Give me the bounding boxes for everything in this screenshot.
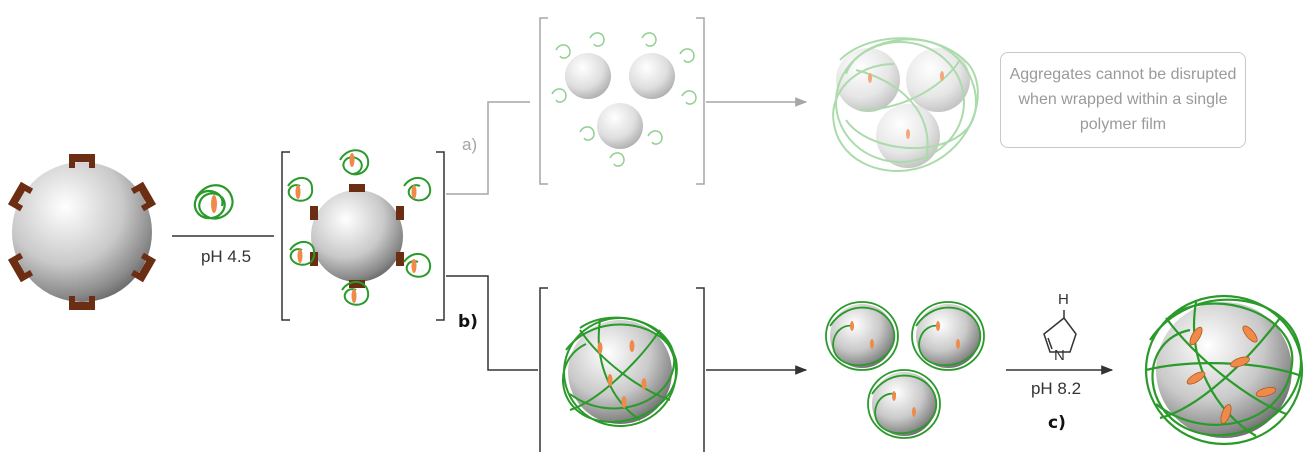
- ph-acid-label: pH 4.5: [201, 247, 251, 266]
- path-b: b): [446, 275, 1304, 452]
- imidazole-n-label: N: [1054, 347, 1065, 364]
- aggregate-note-box: Aggregates cannot be disrupted when wrap…: [1000, 52, 1246, 148]
- path-a-label: a): [462, 135, 477, 154]
- path-c-label: c): [1048, 413, 1066, 433]
- aggregated-particles: [551, 32, 697, 167]
- aggregate-note-text: Aggregates cannot be disrupted when wrap…: [1009, 66, 1237, 133]
- released-polymer-particle: [1144, 294, 1304, 446]
- anchor-groups: [7, 154, 157, 310]
- polymer-coil-reagent: [193, 184, 234, 220]
- coil-bound-particle: [287, 149, 432, 306]
- separate-wrapped-particles: [825, 301, 985, 439]
- imidazole-structure: H N: [1043, 291, 1077, 364]
- bare-nanoparticle: [7, 154, 157, 310]
- ph-base-label: pH 8.2: [1031, 379, 1081, 398]
- individually-wrapped-particle: [562, 316, 678, 427]
- wrapped-aggregate: [832, 37, 979, 172]
- path-b-label: b): [458, 312, 478, 332]
- path-a: a): [446, 17, 979, 195]
- intermediate-bracket: [281, 151, 445, 321]
- imidazole-h-label: H: [1058, 291, 1069, 308]
